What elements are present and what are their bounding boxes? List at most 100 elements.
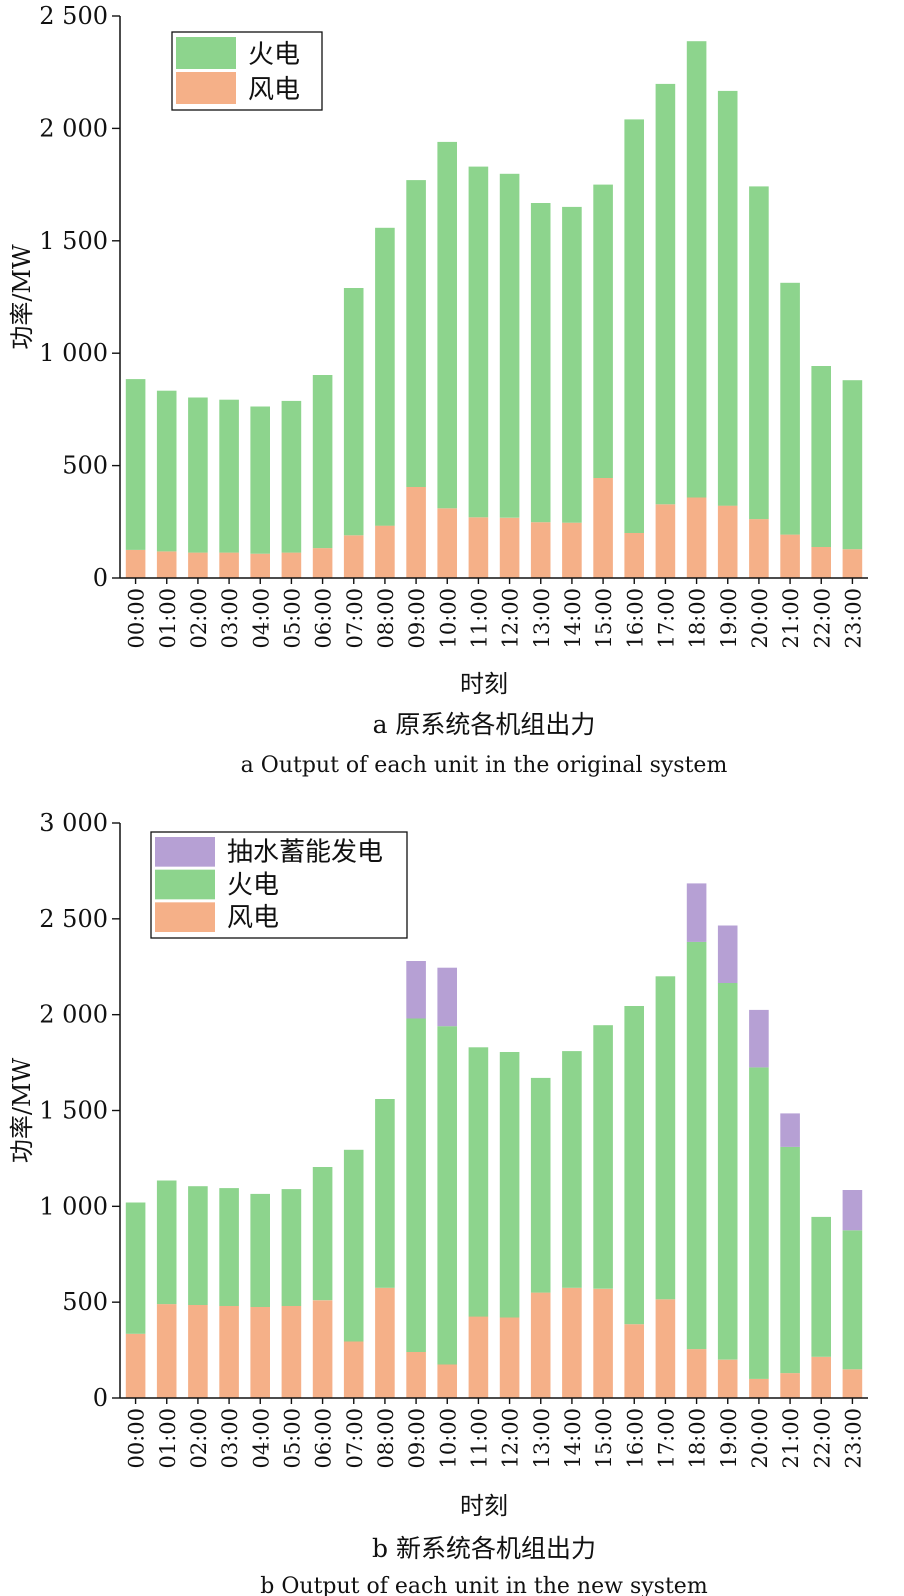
legend-label: 风电	[227, 903, 279, 933]
legend-swatch	[176, 72, 236, 104]
bar-segment	[312, 375, 333, 549]
x-tick-label: 05:00	[280, 1408, 304, 1469]
bar-segment	[530, 522, 551, 578]
x-tick-label: 18:00	[686, 588, 710, 649]
bar-segment	[593, 1288, 613, 1399]
bar-segment	[468, 517, 489, 578]
bar-segment	[780, 282, 800, 535]
x-tick-label: 12:00	[499, 588, 523, 649]
x-tick-label: 20:00	[748, 1408, 772, 1469]
bar-segment	[655, 83, 676, 505]
bar-segment	[188, 1305, 208, 1398]
x-tick-label: 09:00	[405, 588, 429, 649]
x-tick-label: 07:00	[343, 588, 367, 649]
bar-segment	[499, 517, 520, 578]
x-tick-label: 13:00	[530, 1408, 554, 1469]
y-tick-label: 2 500	[39, 905, 108, 933]
bar-segment	[468, 166, 489, 518]
bar-segment	[717, 90, 738, 506]
bar-segment	[624, 1324, 644, 1398]
bar-segment	[375, 1099, 395, 1288]
bar-segment	[686, 1349, 707, 1398]
bar-segment	[437, 141, 457, 509]
bar-segment	[312, 1167, 333, 1301]
x-tick-label: 03:00	[218, 1408, 242, 1469]
bar-segment	[125, 1333, 146, 1398]
bar-segment	[780, 534, 800, 578]
bar-segment	[437, 967, 457, 1027]
bar-segment	[749, 1067, 769, 1379]
legend-swatch	[176, 37, 236, 69]
bar-segment	[281, 1189, 302, 1306]
legend-label: 火电	[248, 40, 300, 70]
bar-segment	[717, 1359, 738, 1398]
bar-segment	[717, 505, 738, 578]
x-tick-label: 01:00	[156, 1408, 180, 1469]
bar-segment	[717, 983, 738, 1360]
y-tick-label: 500	[62, 1288, 108, 1316]
y-tick-label: 1 000	[39, 1192, 108, 1220]
x-tick-label: 10:00	[436, 1408, 460, 1469]
bar-segment	[281, 552, 302, 578]
x-tick-label: 03:00	[218, 588, 242, 649]
bar-segment	[811, 547, 831, 578]
bar-segment	[156, 1304, 177, 1398]
x-tick-label: 22:00	[810, 1408, 834, 1469]
x-tick-label: 14:00	[561, 588, 585, 649]
bar-segment	[593, 1025, 613, 1289]
bar-segment	[188, 552, 208, 578]
bar-segment	[343, 1149, 364, 1342]
bar-segment	[468, 1047, 489, 1317]
bar-segment	[281, 1306, 302, 1398]
x-tick-label: 13:00	[530, 588, 554, 649]
bar-segment	[717, 925, 738, 983]
bar-segment	[437, 1026, 457, 1365]
bar-segment	[125, 1202, 146, 1334]
bar-segment	[188, 397, 208, 553]
bar-segment	[219, 1306, 239, 1398]
bar-segment	[593, 184, 613, 478]
x-tick-label: 00:00	[125, 588, 149, 649]
legend-swatch	[155, 902, 215, 932]
x-tick-label: 11:00	[467, 1408, 491, 1469]
bar-segment	[437, 1364, 457, 1398]
bar-segment	[749, 186, 769, 520]
x-axis-title: 时刻	[460, 1492, 508, 1520]
bar-segment	[562, 1287, 582, 1398]
bar-segment	[562, 522, 582, 578]
bar-segment	[842, 1190, 863, 1231]
bar-segment	[749, 1378, 769, 1398]
bar-segment	[842, 549, 863, 578]
bar-segment	[655, 1299, 676, 1398]
x-tick-label: 15:00	[592, 1408, 616, 1469]
bar-segment	[686, 497, 707, 578]
legend-swatch	[155, 837, 215, 867]
bar-segment	[780, 1373, 800, 1398]
bar-segment	[188, 1186, 208, 1305]
x-tick-label: 14:00	[561, 1408, 585, 1469]
x-tick-label: 22:00	[810, 588, 834, 649]
bar-segment	[406, 1352, 426, 1398]
x-tick-label: 21:00	[779, 588, 803, 649]
x-tick-label: 19:00	[717, 588, 741, 649]
x-tick-label: 10:00	[436, 588, 460, 649]
bar-segment	[219, 1188, 239, 1306]
x-tick-label: 16:00	[623, 588, 647, 649]
x-tick-label: 08:00	[374, 1408, 398, 1469]
bar-segment	[530, 203, 551, 523]
x-tick-label: 01:00	[156, 588, 180, 649]
y-tick-label: 2 000	[39, 114, 108, 142]
y-tick-label: 1 500	[39, 227, 108, 255]
bar-segment	[530, 1077, 551, 1293]
bar-segment	[281, 400, 302, 553]
x-tick-label: 20:00	[748, 588, 772, 649]
x-tick-label: 17:00	[654, 588, 678, 649]
bar-segment	[437, 508, 457, 578]
x-tick-label: 04:00	[249, 588, 273, 649]
x-tick-label: 09:00	[405, 1408, 429, 1469]
y-tick-label: 500	[62, 452, 108, 480]
x-tick-label: 11:00	[467, 588, 491, 649]
bar-segment	[811, 1216, 831, 1357]
